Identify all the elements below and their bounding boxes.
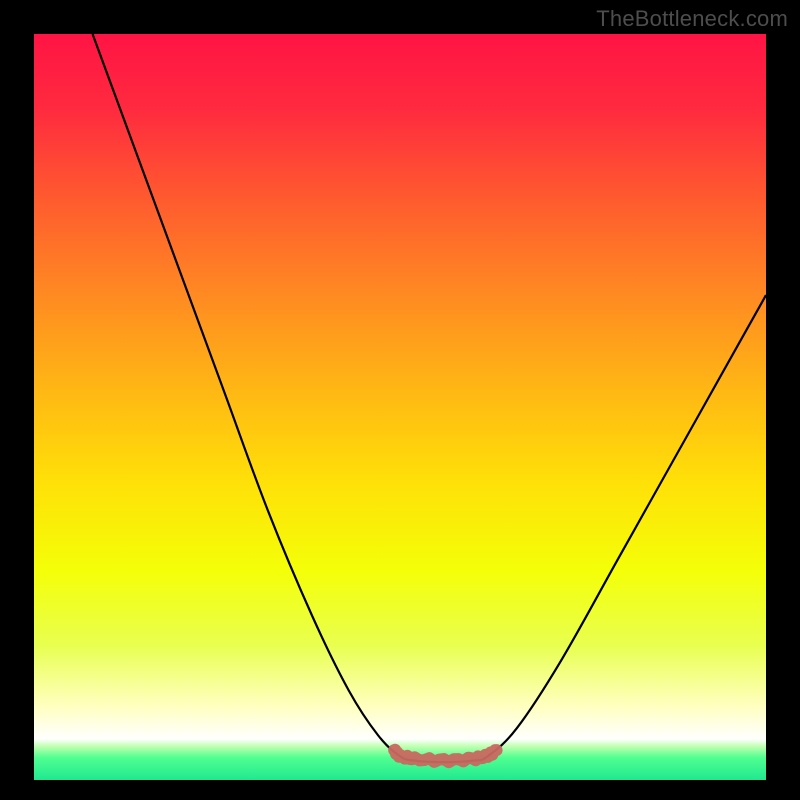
chart-frame: TheBottleneck.com — [0, 0, 800, 800]
plot-background — [34, 34, 766, 780]
bottleneck-chart — [0, 0, 800, 800]
watermark-text: TheBottleneck.com — [596, 6, 788, 32]
